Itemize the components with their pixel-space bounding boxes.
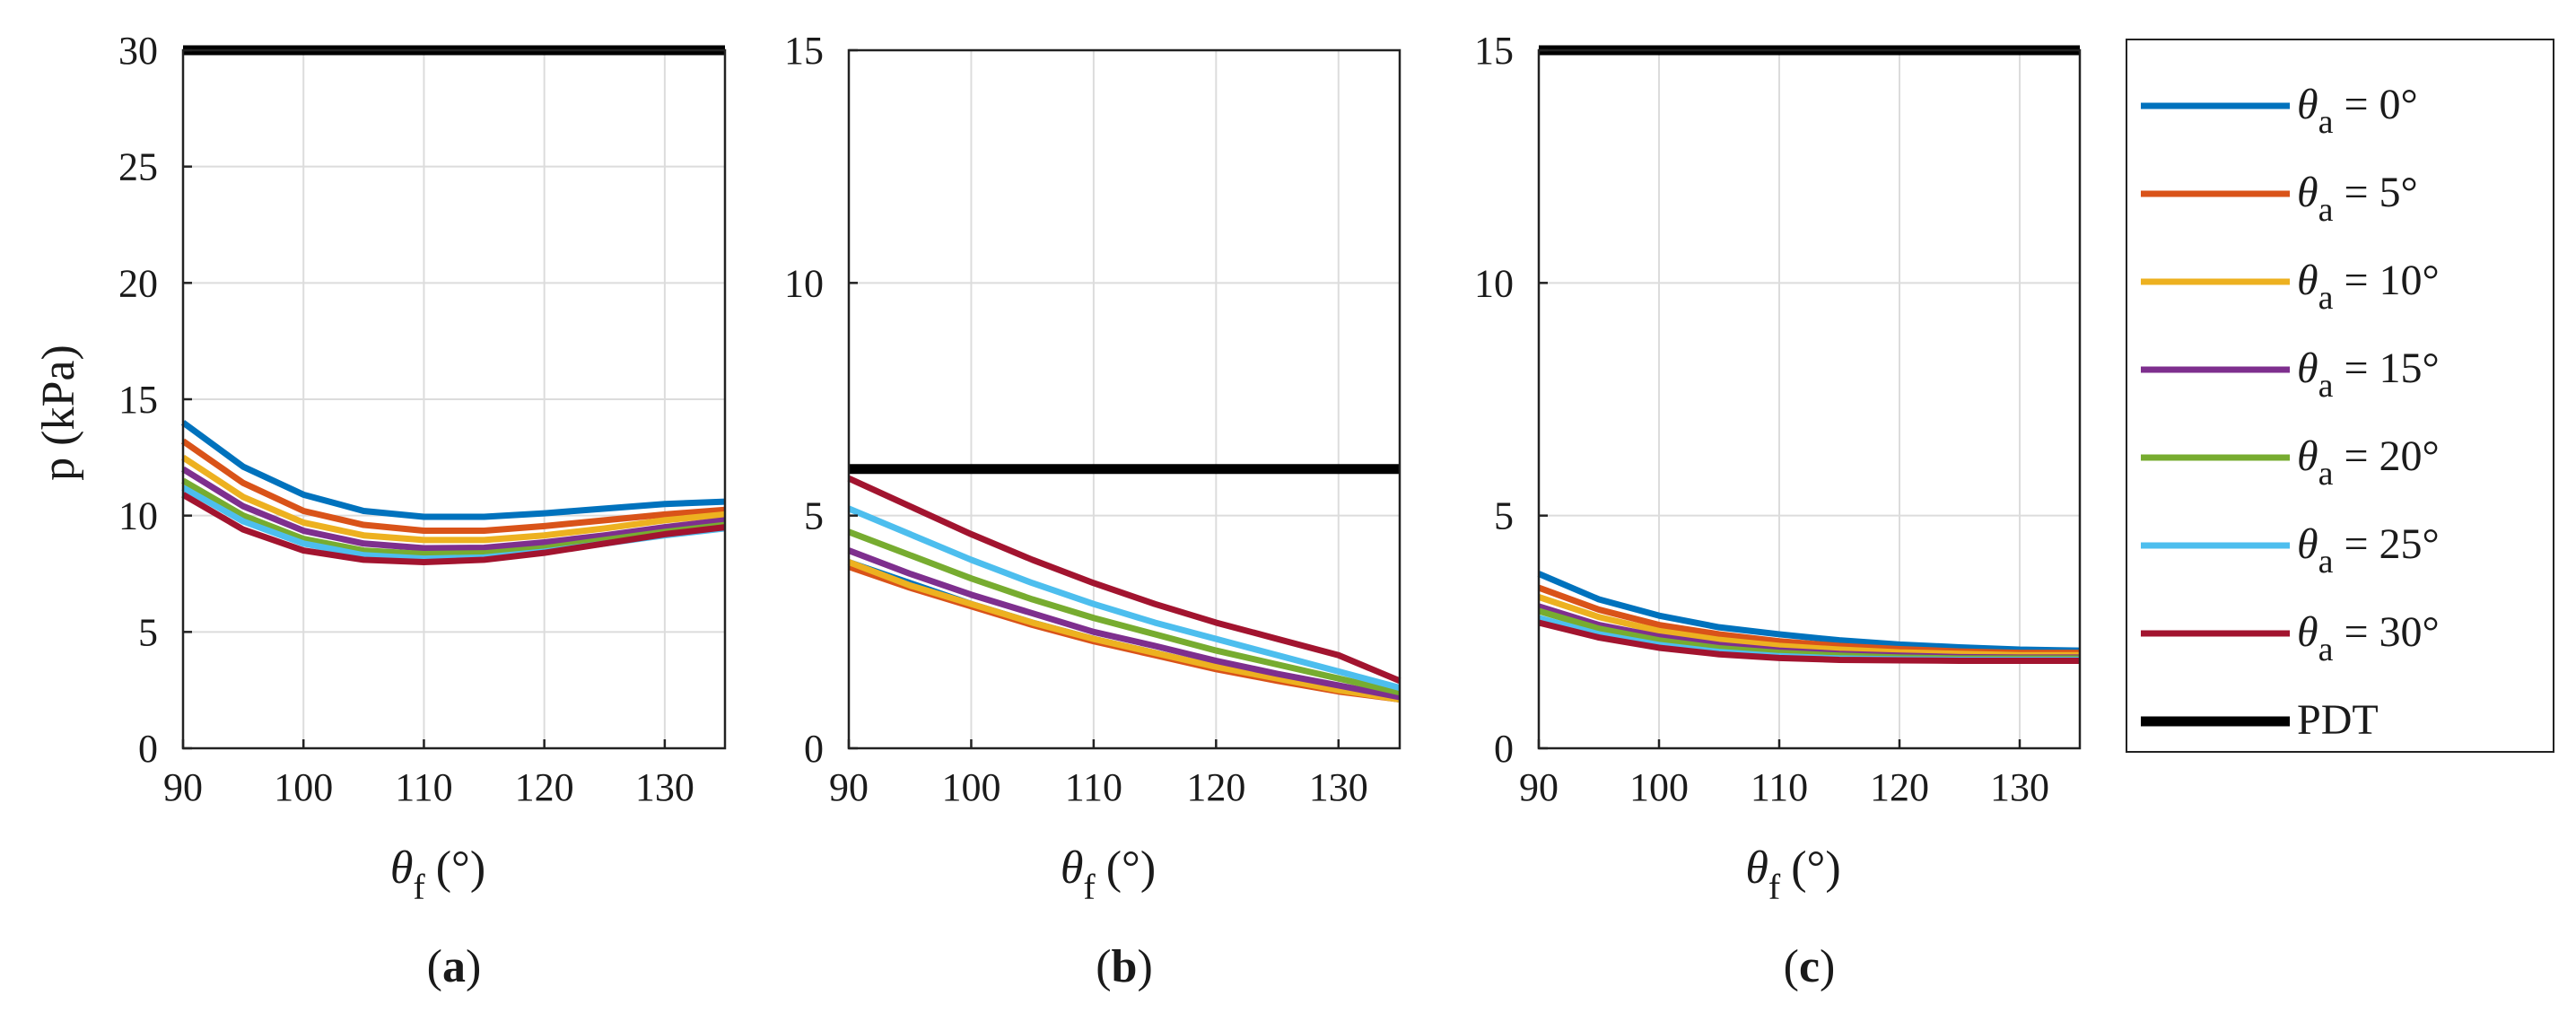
panel-label: (c)	[1784, 941, 1836, 992]
x-axis-label: θf (°)	[1745, 842, 1840, 907]
series-line	[181, 466, 726, 552]
x-tick-label: 90	[829, 765, 869, 809]
x-tick-label: 130	[1990, 765, 2049, 809]
x-tick-label: 110	[1751, 765, 1808, 809]
y-tick-label: 20	[118, 261, 158, 305]
series-line	[847, 559, 1401, 703]
x-tick-label: 110	[395, 765, 452, 809]
x-axis-label: θf (°)	[1061, 842, 1156, 907]
series-line	[847, 547, 1401, 701]
axes-box	[1537, 48, 2082, 750]
y-tick-label: 0	[1494, 727, 1514, 771]
y-tick-label: 5	[138, 610, 158, 654]
legend-label: θa = 0°	[2297, 81, 2418, 141]
series-line	[847, 505, 1401, 691]
series-line	[1538, 619, 2080, 664]
series-line	[181, 492, 726, 566]
legend-item: θa = 10°	[2141, 257, 2440, 317]
series-line	[847, 475, 1402, 685]
legend-item: θa = 5°	[2141, 169, 2418, 229]
axes-box	[847, 48, 1402, 750]
x-tick-label: 90	[1519, 765, 1559, 809]
series-line	[847, 528, 1401, 696]
legend-label: θa = 15°	[2297, 345, 2440, 405]
y-axis-label: p (kPa)	[33, 345, 84, 481]
x-tick-label: 110	[1065, 765, 1122, 809]
y-tick-label: 15	[1474, 29, 1514, 73]
y-tick-label: 10	[1474, 261, 1514, 305]
panel-label: (b)	[1096, 941, 1153, 992]
legend-item: θa = 20°	[2141, 432, 2440, 493]
legend: θa = 0° θa = 5° θa = 10° θa = 15° θa = 20° θa…	[2126, 39, 2554, 753]
panel-b: 90 100 110 120 130 0 5 10 15 θf (°) (b)	[784, 29, 1402, 992]
x-tick-label: 120	[515, 765, 574, 809]
panel-label: (a)	[427, 941, 482, 992]
legend-label: PDT	[2297, 696, 2379, 744]
legend-label: θa = 25°	[2297, 520, 2440, 580]
panel-c: 90 100 110 120 130 0 5 10 15 θf (°) (c)	[1474, 29, 2082, 992]
series-line	[181, 438, 726, 535]
y-tick-label: 30	[118, 29, 158, 73]
legend-item: θa = 30°	[2141, 608, 2440, 668]
x-tick-label: 120	[1186, 765, 1245, 809]
panel-a: 90 100 110 120 130 0 5 10 15 20 25 30 θf (°) (a)	[118, 29, 727, 992]
x-tick-label: 130	[1309, 765, 1368, 809]
x-axis-label: θf (°)	[390, 842, 485, 907]
x-tick-label: 100	[941, 765, 1000, 809]
y-tick-label: 10	[118, 494, 158, 538]
legend-items: θa = 0° θa = 5° θa = 10° θa = 15° θa = 20° θa…	[2141, 81, 2440, 744]
y-tick-label: 10	[784, 261, 824, 305]
legend-item: θa = 15°	[2141, 345, 2440, 405]
legend-item: PDT	[2141, 696, 2379, 744]
x-tick-label: 130	[635, 765, 694, 809]
series-line	[181, 454, 726, 544]
legend-item: θa = 25°	[2141, 520, 2440, 580]
series-line	[1537, 571, 2081, 654]
legend-label: θa = 20°	[2297, 432, 2440, 493]
x-tick-label: 100	[1629, 765, 1689, 809]
legend-label: θa = 10°	[2297, 257, 2440, 317]
y-tick-label: 15	[784, 29, 824, 73]
y-tick-label: 15	[118, 378, 158, 422]
x-tick-label: 100	[274, 765, 333, 809]
series-line	[180, 420, 726, 520]
y-tick-label: 5	[1494, 494, 1514, 538]
y-tick-label: 5	[804, 494, 824, 538]
y-tick-label: 25	[118, 145, 158, 189]
y-tick-label: 0	[804, 727, 824, 771]
x-tick-label: 90	[163, 765, 203, 809]
legend-label: θa = 5°	[2297, 169, 2418, 229]
legend-item: θa = 0°	[2141, 81, 2418, 141]
x-tick-label: 120	[1870, 765, 1929, 809]
y-tick-label: 0	[138, 727, 158, 771]
legend-label: θa = 30°	[2297, 608, 2440, 668]
